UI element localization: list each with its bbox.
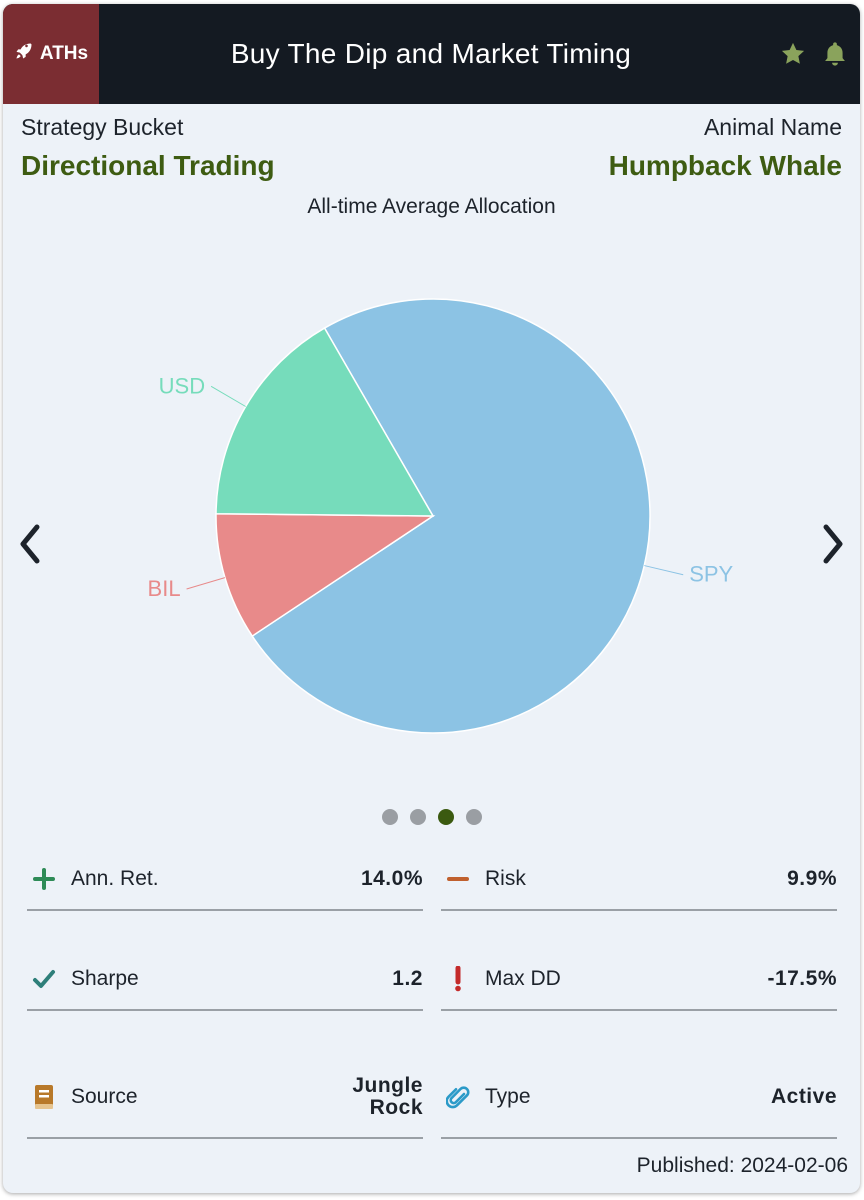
published-date: Published: 2024-02-06 [636, 1154, 848, 1177]
carousel-dots [3, 809, 860, 825]
carousel-dot[interactable] [381, 809, 398, 825]
pie-leader-line [210, 385, 246, 407]
stat-type: Type Active [441, 1057, 837, 1139]
stat-value: Jungle Rock [352, 1074, 423, 1119]
stat-max-drawdown: Max DD -17.5% [441, 949, 837, 1011]
stat-value: 14.0% [360, 867, 423, 890]
stat-risk: Risk 9.9% [441, 849, 837, 911]
strategy-bucket-label: Strategy Bucket [21, 114, 184, 140]
aths-badge[interactable]: ATHs [3, 4, 99, 104]
rocket-icon [14, 41, 34, 67]
stat-label: Risk [485, 867, 526, 890]
chart-title: All-time Average Allocation [307, 195, 556, 218]
stat-label: Source [71, 1085, 138, 1108]
pie-label-usd: USD [159, 373, 205, 398]
pie-label-spy: SPY [689, 562, 733, 587]
stat-label: Type [485, 1085, 531, 1108]
stat-value: Active [770, 1085, 837, 1108]
pie-leader-line [186, 577, 226, 590]
exclamation-icon [445, 966, 471, 992]
book-icon [31, 1084, 57, 1110]
bell-icon[interactable] [821, 40, 849, 68]
stat-label: Max DD [485, 967, 561, 990]
pie-leader-line [644, 565, 684, 576]
strategy-card: ATHs Buy The Dip and Market Timing Strat… [3, 4, 860, 1193]
strategy-bucket-value: Directional Trading [21, 150, 275, 181]
carousel-dot[interactable] [437, 809, 454, 825]
stat-value: 1.2 [392, 967, 423, 990]
header-bar: ATHs Buy The Dip and Market Timing [3, 4, 860, 104]
previous-arrow-icon[interactable] [15, 519, 45, 569]
pie-slice-usd[interactable] [215, 327, 435, 517]
pie-slice-bil[interactable] [215, 512, 436, 638]
minus-icon [445, 866, 471, 892]
plus-icon [31, 866, 57, 892]
stat-value: 9.9% [787, 867, 837, 890]
stat-label: Ann. Ret. [71, 867, 159, 890]
stat-label: Sharpe [71, 967, 139, 990]
stat-sharpe: Sharpe 1.2 [27, 949, 423, 1011]
next-arrow-icon[interactable] [818, 519, 848, 569]
star-icon[interactable] [779, 40, 807, 68]
stat-source: Source Jungle Rock [27, 1057, 423, 1139]
page-title: Buy The Dip and Market Timing [230, 38, 632, 69]
stat-annual-return: Ann. Ret. 14.0% [27, 849, 423, 911]
check-icon [31, 966, 57, 992]
badge-label: ATHs [39, 43, 89, 64]
allocation-pie-chart: SPY BIL USD [148, 298, 734, 734]
pie-slice-spy[interactable] [251, 298, 651, 734]
pie-label-bil: BIL [148, 576, 181, 601]
animal-name-value: Humpback Whale [608, 150, 842, 181]
stat-value: -17.5% [767, 967, 837, 990]
carousel-dot[interactable] [409, 809, 426, 825]
animal-name-label: Animal Name [703, 114, 842, 140]
paperclip-icon [445, 1084, 471, 1110]
carousel-dot[interactable] [465, 809, 482, 825]
